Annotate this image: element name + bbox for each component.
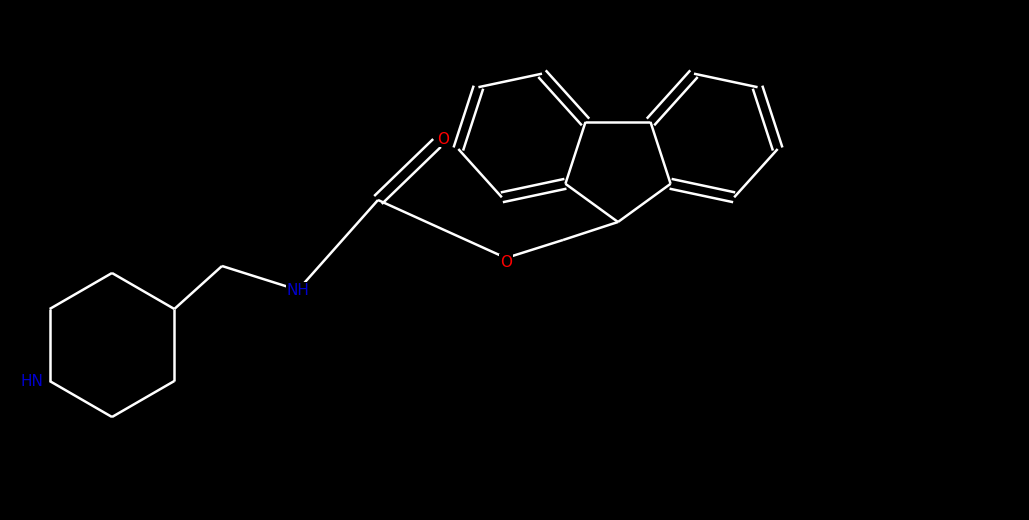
Text: HN: HN	[21, 373, 43, 388]
Text: O: O	[437, 132, 449, 147]
Text: O: O	[500, 254, 512, 269]
Text: NH: NH	[286, 282, 310, 297]
